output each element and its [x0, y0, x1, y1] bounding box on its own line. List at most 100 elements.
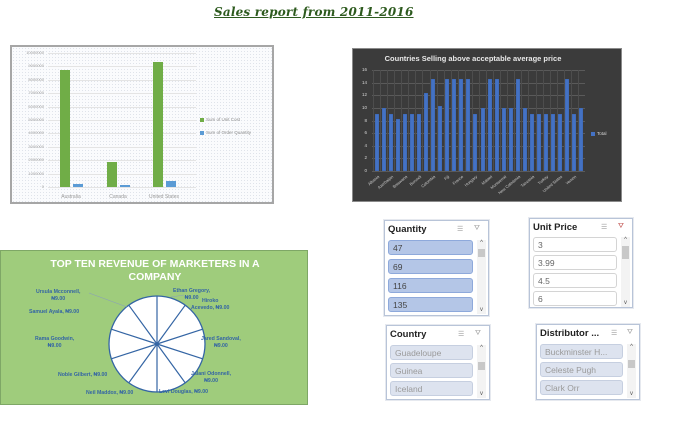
slicer-scrollbar[interactable]: ^ v	[627, 344, 636, 398]
bar	[166, 181, 176, 187]
slicer-item[interactable]: Clark Orr	[540, 380, 623, 395]
scroll-down-icon[interactable]: v	[480, 391, 483, 397]
scroll-up-icon[interactable]: ^	[480, 345, 483, 351]
slicer-item[interactable]: 6	[533, 291, 617, 306]
bar	[522, 107, 527, 171]
gridline	[372, 133, 585, 135]
slicer-unit-price[interactable]: Unit Price ☰ ⛛ 3 3.99 4.5 6 ^ v	[529, 218, 633, 308]
gridline	[48, 53, 196, 54]
slicer-scrollbar[interactable]: ^ v	[477, 240, 486, 314]
multiselect-icon[interactable]: ☰	[611, 330, 618, 337]
slicer-quantity[interactable]: Quantity ☰ ⛛ 47 69 116 135 ^ v	[384, 220, 489, 316]
bar	[544, 114, 549, 171]
bar	[466, 79, 471, 171]
slicer-item[interactable]: 3.99	[533, 255, 617, 270]
countries-price-chart[interactable]: Countries Selling above acceptable avera…	[352, 48, 622, 202]
slicer-distributor[interactable]: Distributor ... ☰ ⛛ Buckminster H... Cel…	[536, 324, 640, 400]
marketers-pie-chart[interactable]: TOP TEN REVENUE OF MARKETERS IN A COMPAN…	[0, 250, 308, 405]
slicer-item[interactable]: 3	[533, 237, 617, 252]
scrollbar-thumb[interactable]	[478, 362, 485, 370]
slicer-country[interactable]: Country ☰ ⛛ Guadeloupe Guinea Iceland ^ …	[386, 325, 490, 400]
multiselect-icon[interactable]: ☰	[458, 331, 465, 338]
unit-cost-chart[interactable]: 0 1000000 2000000 3000000 4000000 5000000 6000…	[10, 45, 274, 204]
bar	[494, 79, 499, 171]
gridline	[373, 70, 374, 171]
slicer-item[interactable]: 135	[388, 297, 473, 312]
gridline	[450, 70, 452, 171]
pie-label-samuel: Samuel Ayala, ₦9.00	[29, 309, 80, 315]
scrollbar-thumb[interactable]	[628, 360, 635, 368]
bar	[381, 107, 386, 171]
scrollbar-thumb[interactable]	[478, 249, 485, 257]
slicer-item[interactable]: Guinea	[390, 363, 473, 378]
chart-title: Countries Selling above acceptable avera…	[384, 54, 562, 63]
bar	[107, 161, 117, 187]
pie-label-neil: Neil Maddox, ₦9.00	[86, 390, 134, 396]
gridline	[514, 70, 516, 171]
y-tick-label: 6	[364, 130, 367, 136]
slicer-item[interactable]: Iceland	[390, 381, 473, 396]
gridline	[401, 70, 403, 171]
slicer-item[interactable]: 4.5	[533, 273, 617, 288]
bar	[73, 184, 83, 187]
scroll-up-icon[interactable]: ^	[624, 237, 627, 243]
chart-title-line: TOP TEN REVENUE OF MARKETERS IN A	[50, 258, 260, 270]
bar	[395, 118, 400, 171]
y-tick-label: 0	[364, 168, 367, 173]
bar	[572, 114, 577, 171]
slicer-scrollbar[interactable]: ^ v	[621, 237, 630, 307]
slicer-item[interactable]: 47	[388, 240, 473, 255]
gridline	[570, 70, 572, 171]
gridline	[48, 120, 196, 121]
y-tick-label: 4	[364, 142, 367, 148]
clear-filter-icon[interactable]: ⛛	[618, 223, 624, 230]
clear-filter-icon[interactable]: ⛛	[475, 330, 481, 337]
legend-item-unit-cost: Sum of Unit Cost	[200, 117, 240, 122]
slicer-item[interactable]: Buckminster H...	[540, 344, 623, 359]
multiselect-icon[interactable]: ☰	[457, 226, 464, 233]
scroll-up-icon[interactable]: ^	[630, 344, 633, 350]
bar	[480, 107, 485, 171]
gridline	[387, 70, 389, 171]
gridline	[408, 70, 410, 171]
pie-graphic	[88, 292, 206, 393]
pie-label-noble: Noble Gilbert, ₦9.00	[58, 372, 108, 378]
gridline	[372, 107, 585, 109]
gridline	[394, 70, 396, 171]
y-tick-label: 4000000	[28, 130, 44, 136]
y-tick-label: 7000000	[28, 90, 44, 96]
multiselect-icon[interactable]: ☰	[601, 224, 608, 231]
bar	[558, 114, 563, 171]
gridline	[48, 93, 196, 95]
bar	[529, 114, 535, 171]
bar	[501, 107, 506, 171]
slicer-item[interactable]: Guadeloupe	[390, 345, 473, 360]
legend-item-order-quantity: Sum of Order Quantity	[200, 130, 251, 135]
legend-swatch	[200, 117, 204, 122]
slicer-item[interactable]: 116	[388, 278, 473, 293]
y-tick-label: 5000000	[28, 117, 44, 122]
gridline	[486, 70, 488, 171]
legend-item-total: Total	[591, 131, 607, 136]
pie-label-jalani: Jalani Odonnell, ₦9.00	[191, 371, 232, 384]
bar	[537, 114, 542, 171]
bar	[388, 114, 393, 171]
bar	[473, 114, 478, 171]
y-tick-label: 8	[364, 117, 367, 123]
legend-label: Sum of Unit Cost	[206, 117, 241, 122]
scroll-down-icon[interactable]: v	[624, 300, 627, 306]
bar	[416, 114, 421, 171]
gridline	[48, 146, 196, 148]
legend-swatch	[200, 130, 204, 135]
slicer-scrollbar[interactable]: ^ v	[477, 345, 486, 398]
y-tick-label: 10000000	[26, 50, 44, 55]
scroll-down-icon[interactable]: v	[630, 391, 633, 397]
scroll-up-icon[interactable]: ^	[480, 240, 483, 246]
clear-filter-icon[interactable]: ⛛	[474, 225, 480, 232]
slicer-item[interactable]: Celeste Pugh	[540, 362, 623, 377]
bar	[452, 79, 457, 171]
scroll-down-icon[interactable]: v	[480, 307, 483, 313]
clear-filter-icon[interactable]: ⛛	[627, 329, 633, 336]
slicer-item[interactable]: 69	[388, 259, 473, 274]
scrollbar-thumb[interactable]	[622, 246, 629, 259]
